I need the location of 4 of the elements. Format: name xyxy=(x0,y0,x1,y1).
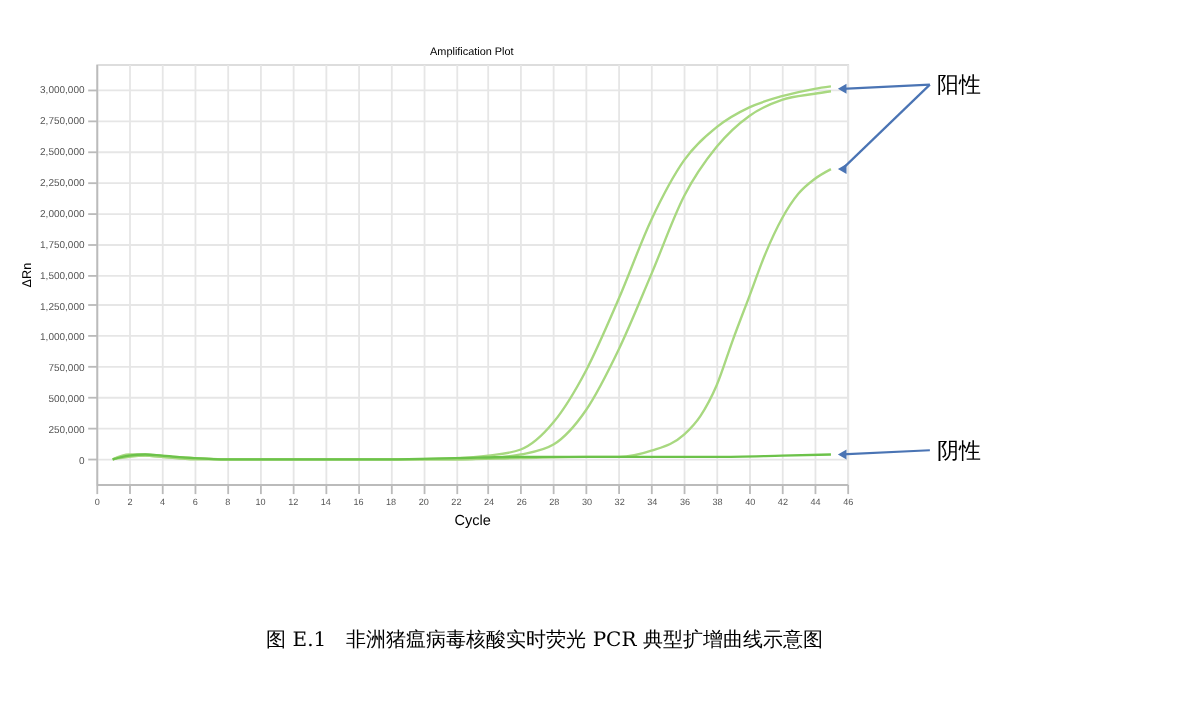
text: 图 E.1 非洲猪瘟病毒核酸实时荧光 PCR 典型扩增曲线示意图 xyxy=(266,627,823,652)
annotation: 阳性 xyxy=(937,71,982,98)
annotation: 阴性 xyxy=(937,437,982,464)
x-axis-title: Cycle xyxy=(454,511,491,529)
